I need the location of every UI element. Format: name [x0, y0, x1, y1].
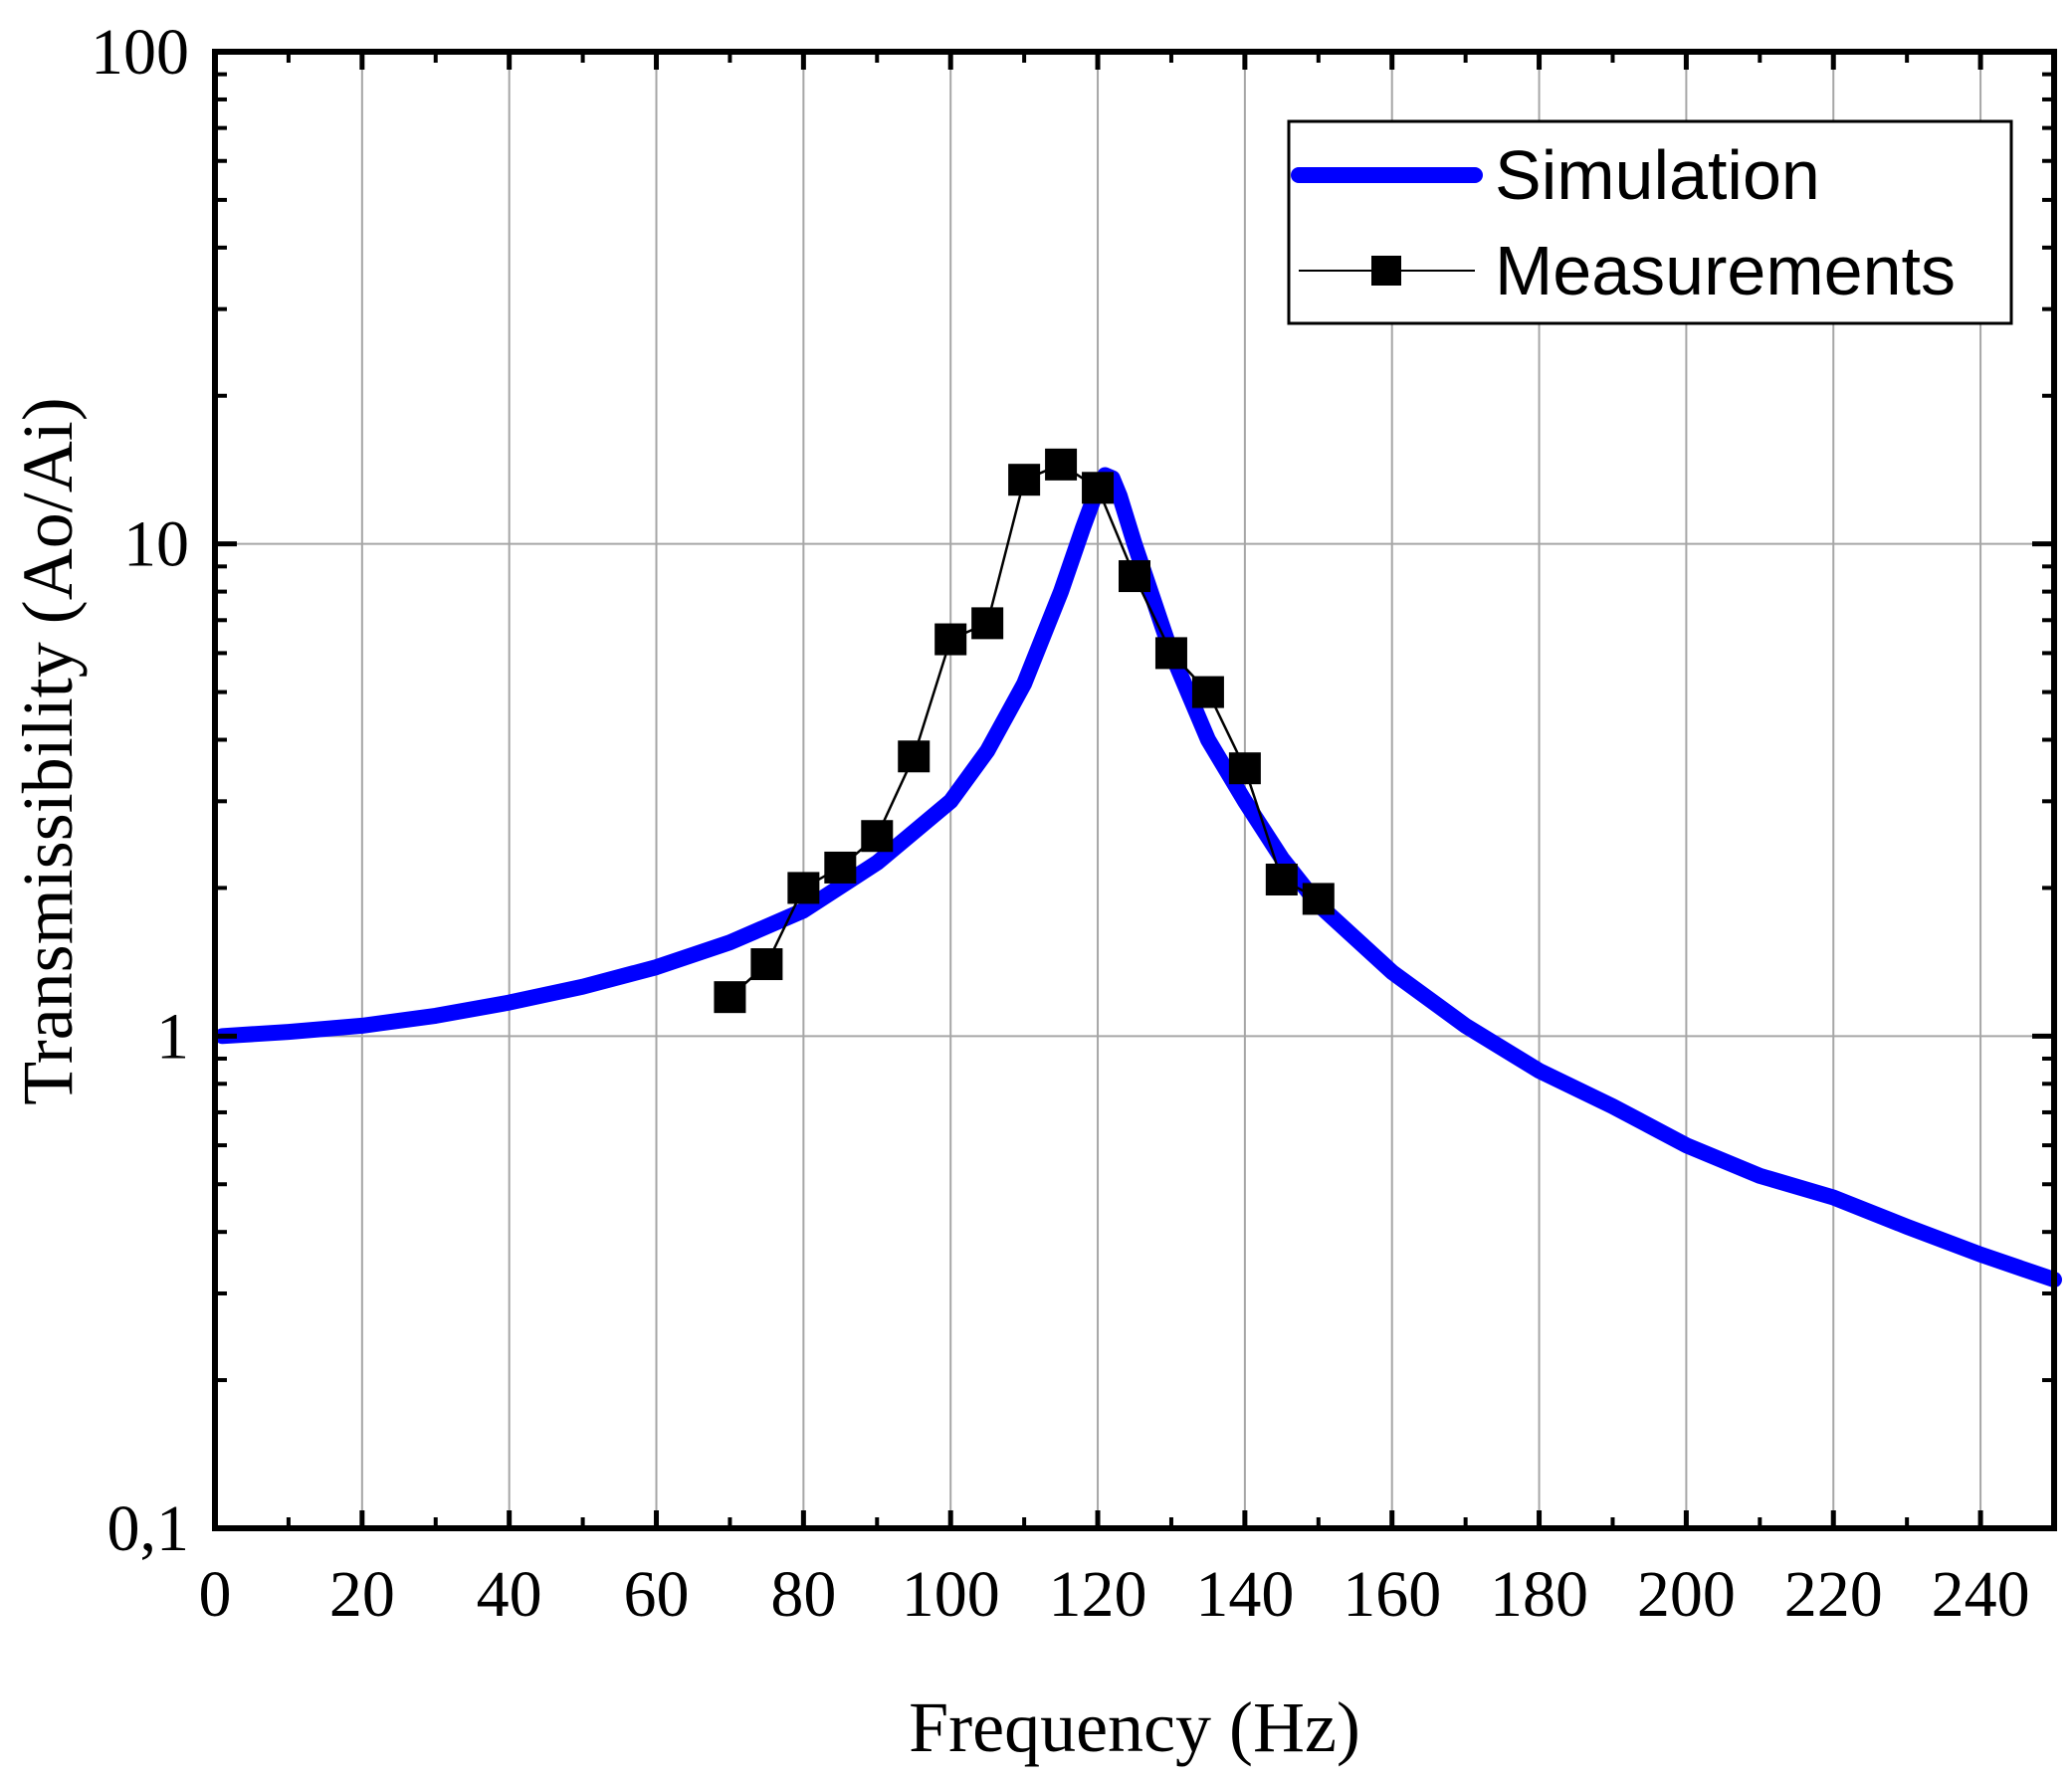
- plot-frame: [212, 49, 2057, 1531]
- measurement-point: [824, 851, 857, 884]
- measurement-point: [750, 948, 783, 981]
- y-tick-label: 10: [123, 508, 189, 581]
- legend-box: [1287, 119, 2013, 325]
- measurement-point: [1228, 752, 1261, 785]
- measurement-point: [1082, 472, 1115, 504]
- y-tick-label: 100: [91, 16, 189, 89]
- measurement-point: [898, 740, 931, 773]
- x-tick-label: 160: [1343, 1558, 1441, 1631]
- x-tick-label: 40: [477, 1558, 542, 1631]
- measurement-point: [1154, 637, 1187, 670]
- x-axis-title: Frequency (Hz): [909, 1687, 1360, 1767]
- measurement-point: [934, 623, 967, 656]
- series-layer: [214, 448, 2062, 1288]
- x-tick-label: 180: [1490, 1558, 1588, 1631]
- measurement-point: [714, 981, 746, 1014]
- legend: Simulation Measurements: [1287, 119, 2013, 325]
- measurement-point: [861, 820, 894, 853]
- tick-labels: 0 20 40 60 80 100 120 140 160 180 200 220 240 0,1 1 10 1…: [91, 16, 2030, 1631]
- y-tick-label: 0,1: [107, 1492, 190, 1565]
- x-tick-label: 200: [1637, 1558, 1736, 1631]
- x-tick-label: 20: [329, 1558, 395, 1631]
- x-tick-label: 220: [1784, 1558, 1883, 1631]
- x-tick-label: 0: [199, 1558, 232, 1631]
- y-axis-title: Transmissibility (Ao/Ai): [8, 397, 88, 1104]
- measurement-point: [1302, 883, 1335, 915]
- x-tick-label: 240: [1932, 1558, 2030, 1631]
- measurement-point: [1119, 560, 1150, 593]
- x-tick-label: 140: [1195, 1558, 1294, 1631]
- measurement-point: [1008, 464, 1041, 496]
- simulation-line: [214, 467, 2062, 1288]
- measurement-point: [1265, 863, 1298, 895]
- x-tick-label: 120: [1049, 1558, 1147, 1631]
- y-tick-label: 1: [156, 1000, 189, 1073]
- x-tick-label: 60: [624, 1558, 690, 1631]
- axes-frame: [212, 49, 2057, 1531]
- measurement-point: [1191, 676, 1224, 708]
- x-tick-label: 100: [902, 1558, 1000, 1631]
- legend-simulation-label: Simulation: [1495, 136, 1820, 214]
- x-tick-label: 80: [770, 1558, 836, 1631]
- measurement-point: [1045, 448, 1078, 481]
- measurement-point: [971, 607, 1004, 640]
- measurement-point: [787, 872, 820, 904]
- legend-measurements-marker: [1371, 256, 1401, 286]
- legend-measurements-label: Measurements: [1495, 232, 1956, 309]
